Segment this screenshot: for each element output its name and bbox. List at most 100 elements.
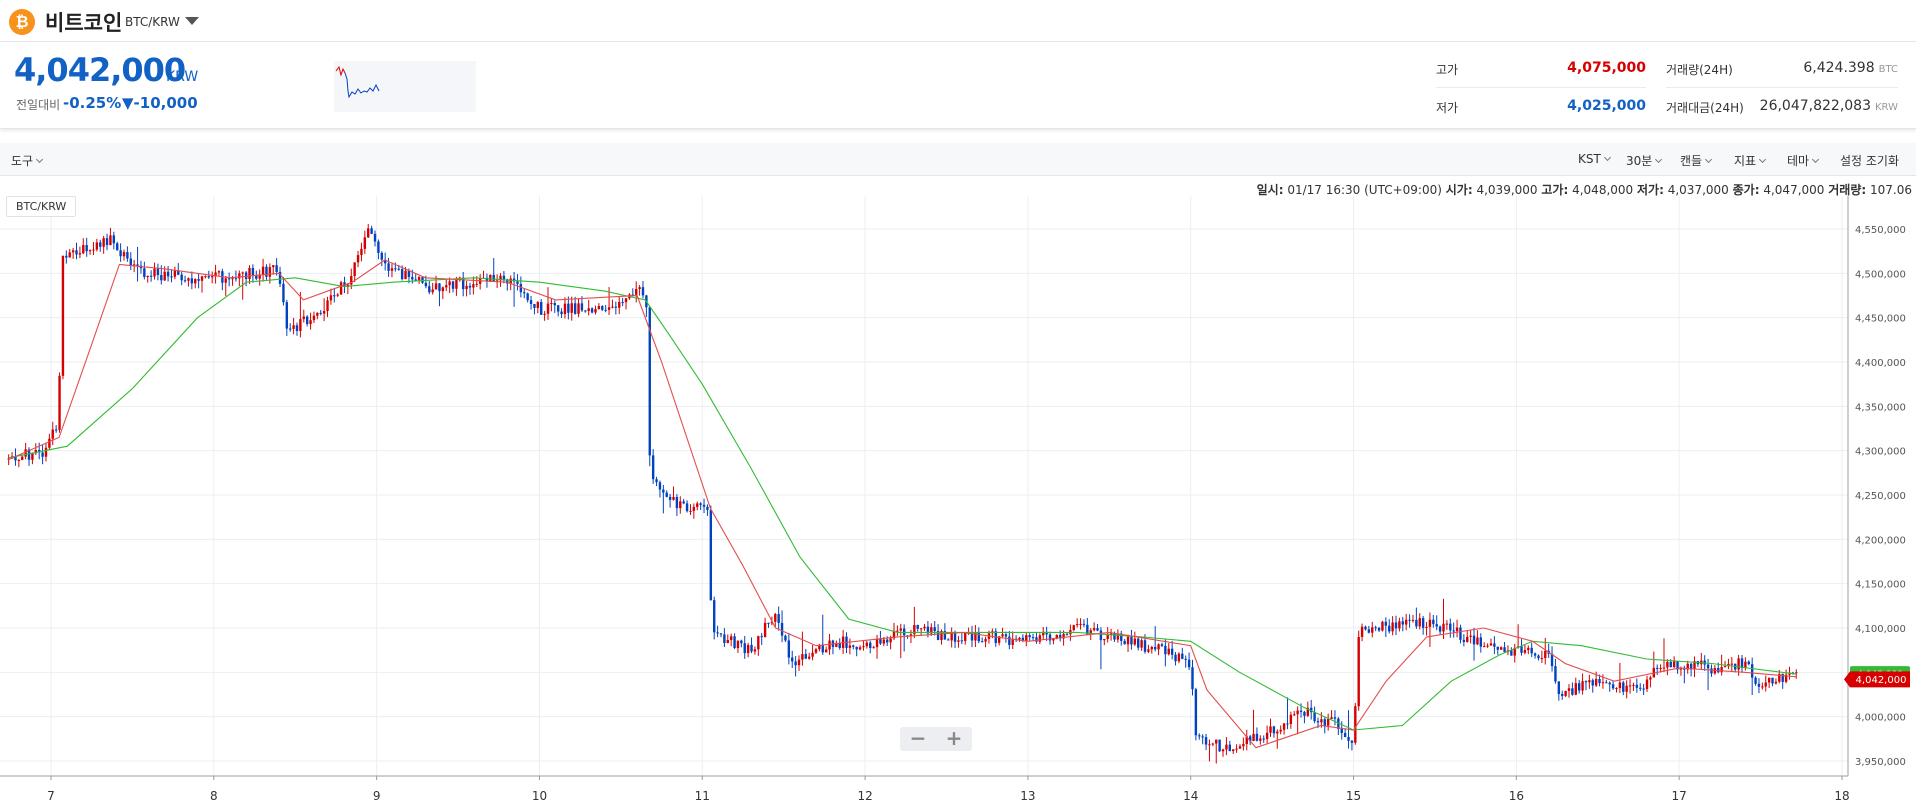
timezone-menu[interactable]: KST	[1578, 152, 1611, 166]
candle-body	[1228, 744, 1232, 752]
candle-body	[265, 266, 268, 277]
candle-body	[801, 654, 804, 660]
candle-body	[702, 504, 706, 507]
candle-body	[570, 303, 573, 313]
candle-body	[1238, 746, 1242, 749]
candle-body	[1459, 627, 1462, 640]
candle-body	[261, 266, 265, 275]
candle-body	[295, 325, 299, 331]
candle-body	[679, 501, 682, 509]
candle-body	[1316, 721, 1320, 723]
candle-body	[112, 235, 116, 244]
candle-body	[329, 295, 333, 301]
candle-body	[417, 277, 421, 281]
candle-body	[1530, 647, 1533, 654]
candle-body	[1133, 638, 1137, 645]
candle-body	[214, 272, 217, 277]
candle-body	[1628, 685, 1632, 687]
candle-body	[1160, 644, 1164, 646]
mini-chart-up-line	[335, 65, 346, 77]
candle-body	[997, 636, 1001, 643]
candle-body	[1048, 634, 1052, 641]
candle-body	[665, 492, 668, 497]
candle-body	[797, 659, 801, 666]
candle-body	[380, 252, 383, 260]
candle-body	[584, 310, 587, 312]
candle-body	[1371, 627, 1374, 633]
candle-body	[506, 279, 509, 284]
candle-body	[1778, 673, 1781, 682]
candle-body	[21, 456, 24, 460]
candle-body	[336, 294, 339, 296]
candle-body	[1476, 637, 1479, 645]
coin-pair: BTC/KRW	[125, 15, 180, 29]
candle-body	[1242, 743, 1245, 747]
zoom-in-button[interactable]: +	[945, 726, 963, 750]
candle-body	[1235, 748, 1238, 750]
candle-body	[472, 284, 475, 288]
candle-body	[1415, 619, 1418, 627]
candle-body	[31, 453, 34, 460]
candle-body	[1062, 633, 1065, 639]
candle-body	[1649, 677, 1652, 680]
x-tick-label: 8	[210, 789, 218, 803]
interval-menu[interactable]: 30분	[1626, 152, 1663, 169]
candle-body	[231, 278, 234, 280]
candle-body	[41, 452, 44, 457]
candle-body	[109, 235, 112, 246]
candle-body	[350, 275, 353, 285]
candle-body	[390, 268, 394, 271]
y-tick-label: 4,400,000	[1855, 358, 1906, 369]
candle-body	[438, 283, 441, 292]
candle-body	[339, 282, 343, 295]
candle-body	[495, 280, 499, 282]
zoom-out-button[interactable]: −	[909, 726, 927, 750]
candle-body	[1391, 622, 1394, 632]
candle-body	[1486, 645, 1489, 647]
candle-body	[1686, 663, 1689, 670]
candle-body	[119, 250, 122, 257]
candle-body	[658, 482, 662, 490]
candle-body	[516, 281, 519, 285]
indicators-label: 지표	[1734, 154, 1757, 168]
candle-body	[662, 489, 665, 493]
theme-menu[interactable]: 테마	[1787, 152, 1820, 169]
ohlc-close-label: 종가:	[1732, 183, 1760, 197]
candle-body	[99, 242, 102, 247]
candle-body	[1157, 644, 1160, 650]
candle-body	[54, 429, 58, 431]
candle-body	[540, 302, 543, 315]
chart-type-menu[interactable]: 캔들	[1680, 152, 1713, 169]
candle-body	[421, 277, 424, 283]
candle-body	[1079, 623, 1082, 625]
candle-body	[913, 624, 916, 635]
change-percent: -0.25%	[63, 94, 122, 112]
chevron-down-icon[interactable]	[185, 17, 199, 25]
candle-body	[960, 640, 964, 642]
candle-body	[1323, 719, 1326, 726]
candle-body	[977, 632, 980, 642]
reset-settings-button[interactable]: 설정 조기화	[1840, 154, 1900, 168]
candle-body	[1472, 635, 1476, 645]
volume-value-wrap: 6,424.398 BTC	[1720, 60, 1898, 76]
candle-body	[251, 267, 255, 276]
candle-body	[468, 285, 472, 288]
candle-body	[485, 277, 489, 282]
indicators-menu[interactable]: 지표	[1734, 152, 1767, 169]
candle-body	[475, 283, 478, 285]
candle-body	[1537, 655, 1540, 659]
candle-body	[590, 308, 594, 313]
candle-body	[1618, 682, 1622, 688]
candle-body	[1584, 681, 1588, 683]
x-tick-label: 10	[532, 789, 547, 803]
x-tick-label: 17	[1672, 789, 1687, 803]
tools-menu[interactable]: 도구	[11, 152, 44, 169]
candle-body	[44, 447, 48, 457]
candle-body	[1269, 726, 1272, 733]
candle-body	[441, 287, 445, 292]
candle-body	[1784, 674, 1788, 682]
candle-body	[1059, 634, 1062, 639]
candle-body	[550, 303, 553, 305]
candle-body	[964, 632, 967, 641]
